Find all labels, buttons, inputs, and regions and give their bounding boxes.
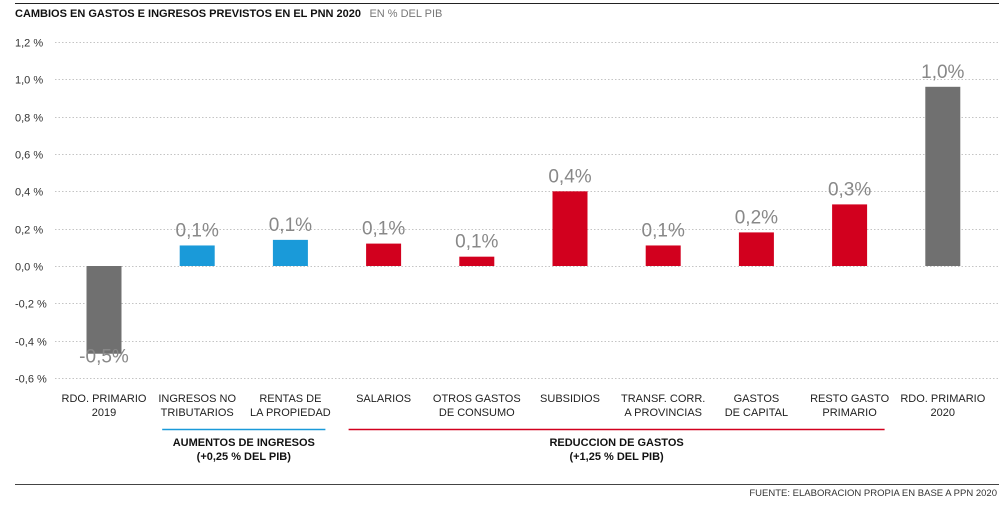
y-tick-label: 0,0 % (15, 262, 43, 274)
data-label: 0,3% (828, 179, 871, 200)
x-tick-label: DE CAPITAL (725, 407, 788, 419)
x-tick-label: OTROS GASTOS (433, 393, 521, 405)
data-label: 1,0% (921, 62, 964, 83)
bar (645, 245, 681, 266)
data-label: 0,1% (269, 215, 312, 236)
x-tick-label: RESTO GASTO (810, 393, 890, 405)
group-label: REDUCCION DE GASTOS (549, 437, 683, 449)
bar (552, 191, 588, 266)
y-tick-label: -0,6 % (15, 374, 47, 386)
x-tick-label: SUBSIDIOS (540, 393, 600, 405)
data-labels: -0,5% 0,1% 0,1% 0,1% 0,1% 0,4% 0,1% 0,2% 0,3% 1,0… (79, 62, 964, 368)
data-label: 0,4% (548, 166, 591, 187)
x-axis: RDO. PRIMARIO 2019 INGRESOS NO TRIBUTARIOS R… (62, 393, 986, 419)
bars (86, 86, 961, 354)
bar (366, 243, 402, 266)
bar (459, 256, 495, 266)
group-label: (+1,25 % DEL PIB) (569, 451, 664, 463)
x-tick-label: RDO. PRIMARIO (900, 393, 985, 405)
x-tick-label: PRIMARIO (822, 407, 877, 419)
y-axis: -0,6 % -0,4 % -0,2 % 0,0 % 0,2 % 0,4 % 0,6 % 0,… (15, 38, 47, 386)
chart-title: CAMBIOS EN GASTOS E INGRESOS PREVISTOS E… (15, 4, 442, 21)
y-tick-label: 0,2 % (15, 225, 43, 237)
data-label: 0,2% (735, 207, 778, 228)
data-label: 0,1% (176, 220, 219, 241)
bar (832, 204, 868, 266)
x-tick-label: LA PROPIEDAD (250, 407, 331, 419)
bar (86, 266, 122, 354)
x-tick-label: INGRESOS NO (158, 393, 236, 405)
x-tick-label: DE CONSUMO (439, 407, 515, 419)
bar (272, 239, 308, 266)
x-tick-label: SALARIOS (356, 393, 411, 405)
group-annotations: AUMENTOS DE INGRESOS (+0,25 % DEL PIB) RED… (162, 428, 885, 463)
group-label: (+0,25 % DEL PIB) (197, 451, 292, 463)
bar (179, 245, 215, 266)
y-tick-label: 1,2 % (15, 38, 43, 50)
data-label: 0,1% (642, 220, 685, 241)
data-label: 0,1% (455, 232, 498, 253)
x-tick-label: RDO. PRIMARIO (62, 393, 147, 405)
group-label: AUMENTOS DE INGRESOS (173, 437, 315, 449)
y-tick-label: 1,0 % (15, 75, 43, 87)
y-tick-label: 0,8 % (15, 113, 43, 125)
x-tick-label: 2020 (931, 407, 955, 419)
bar (738, 232, 774, 266)
x-tick-label: GASTOS (734, 393, 780, 405)
x-tick-label: A PROVINCIAS (624, 407, 702, 419)
y-tick-label: -0,4 % (15, 337, 47, 349)
y-tick-label: 0,6 % (15, 150, 43, 162)
bar (925, 86, 961, 266)
data-label: -0,5% (79, 347, 129, 368)
x-tick-label: TRIBUTARIOS (161, 407, 234, 419)
y-tick-label: -0,2 % (15, 299, 47, 311)
x-tick-label: RENTAS DE (259, 393, 321, 405)
x-tick-label: TRANSF. CORR. (621, 393, 705, 405)
data-label: 0,1% (362, 219, 405, 240)
y-tick-label: 0,4 % (15, 187, 43, 199)
x-tick-label: 2019 (92, 407, 116, 419)
source-note: FUENTE: ELABORACION PROPIA EN BASE A PPN… (749, 488, 997, 499)
